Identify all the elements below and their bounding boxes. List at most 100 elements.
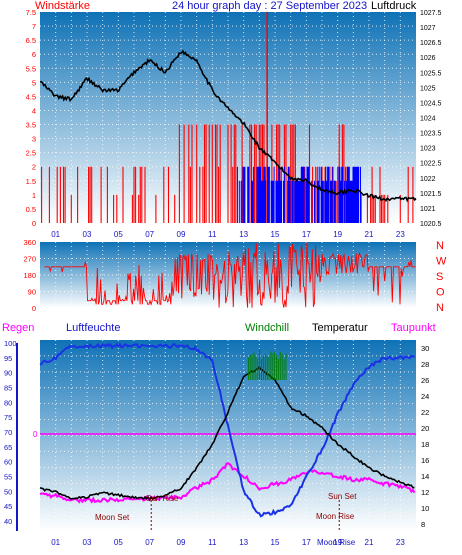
time-tick-label: 17 [302, 230, 311, 239]
wind-tick-label: 0 [32, 219, 36, 228]
time-tick-label: 21 [365, 230, 374, 239]
time-tick-label: 01 [51, 538, 60, 547]
pressure-series [39, 49, 417, 203]
pressure-tick-label: 1024.5 [420, 100, 442, 107]
panel3-grid [40, 340, 416, 531]
humidity-axis-ticks: 40 45 50 55 60 65 70 75 80 85 90 95 100 [4, 339, 18, 531]
wind-tick-label: 5 [32, 78, 36, 87]
humidity-tick-label: 60 [4, 458, 12, 467]
wind-direction-line [44, 242, 416, 308]
wind-direction-series [44, 242, 416, 308]
pressure-axis-ticks: 1020.5 1021 1021.5 1022 1022.5 1023 1023.5 1024… [420, 10, 442, 228]
time-tick-label: 17 [302, 538, 311, 547]
wind-tick-label: 2 [32, 163, 36, 172]
wind-speed-series [41, 12, 414, 223]
wind-tick-label: 0.5 [26, 205, 36, 214]
wind-tick-label: 4.5 [26, 92, 36, 101]
compass-letter: O [436, 287, 445, 299]
humidity-tick-label: 85 [4, 384, 12, 393]
wind-tick-label: 6.5 [26, 36, 36, 45]
panel-wind-pressure: 00.511.522.533.544.555.566.577.5 1020.51… [26, 0, 442, 239]
time-tick-label: 07 [145, 230, 154, 239]
pressure-tick-label: 1021.5 [420, 191, 442, 198]
wind-axis-label: Windstärke [35, 0, 90, 12]
time-tick-label: 03 [83, 230, 92, 239]
humidity-tick-label: 55 [4, 473, 12, 482]
time-tick-label: 07 [145, 538, 154, 547]
wind-tick-label: 1 [32, 191, 36, 200]
pressure-tick-label: 1024 [420, 116, 436, 123]
time-tick-label: 11 [208, 230, 217, 239]
pressure-tick-label: 1027 [420, 25, 436, 32]
temperature-tick-label: 14 [421, 472, 429, 481]
moon-rise-label: Moon Rise [316, 512, 355, 521]
humidity-tick-label: 75 [4, 413, 12, 422]
humidity-line [39, 342, 415, 518]
pressure-tick-label: 1023 [420, 146, 436, 153]
panel1-time-ticks: 01 03 05 07 09 11 13 15 17 19 21 23 [51, 230, 405, 239]
compass-letter: S [436, 271, 443, 283]
temperature-tick-label: 12 [421, 488, 429, 497]
moon-rise-bottom-label: Moon Rise [317, 538, 356, 547]
wind-tick-label: 7 [32, 22, 36, 31]
direction-tick-label: 270 [23, 255, 36, 264]
temperature-label: Temperatur [312, 322, 368, 334]
time-tick-label: 21 [365, 538, 374, 547]
time-tick-label: 15 [271, 230, 280, 239]
time-tick-label: 23 [396, 538, 405, 547]
temperature-tick-label: 28 [421, 360, 429, 369]
temperature-tick-label: 8 [421, 520, 425, 529]
temperature-axis-ticks: 8 10 12 14 16 18 20 22 24 26 28 30 [421, 344, 429, 529]
direction-tick-label: 360 [23, 238, 36, 247]
humidity-tick-label: 50 [4, 487, 12, 496]
direction-tick-label: 90 [28, 288, 36, 297]
humidity-tick-label: 45 [4, 502, 12, 511]
temperature-tick-label: 26 [421, 376, 429, 385]
wind-tick-label: 7.5 [26, 8, 36, 17]
time-tick-label: 19 [333, 230, 342, 239]
wind-tick-label: 2.5 [26, 149, 36, 158]
temperature-tick-label: 18 [421, 440, 429, 449]
rain-zero-label: 0 [33, 430, 38, 439]
pressure-line [39, 49, 417, 203]
time-tick-label: 09 [177, 230, 186, 239]
direction-tick-label: 0 [32, 304, 36, 313]
wind-average-bars [236, 166, 361, 223]
time-tick-label: 01 [51, 230, 60, 239]
humidity-tick-label: 100 [4, 339, 17, 348]
time-tick-label: 15 [271, 538, 280, 547]
time-tick-label: 09 [177, 538, 186, 547]
compass-letter: W [436, 256, 447, 268]
pressure-tick-label: 1027.5 [420, 10, 442, 17]
time-tick-label: 05 [114, 230, 123, 239]
panel3-time-ticks: 01 03 05 07 09 11 13 15 17 19 21 23 [51, 538, 405, 547]
pressure-tick-label: 1022 [420, 176, 436, 183]
dewpoint-label: Taupunkt [391, 322, 436, 334]
time-tick-label: 19 [333, 538, 342, 547]
wind-tick-label: 6 [32, 50, 36, 59]
sun-set-label: Sun Set [328, 492, 357, 501]
wind-axis-ticks: 0 0.5 1 1.5 2 2.5 3 3.5 4 4.5 5 5.5 6 6.5 7 7.5 [26, 8, 36, 228]
pressure-tick-label: 1026 [420, 55, 436, 62]
sun-rise-label: Sun Rise [146, 494, 179, 503]
temperature-tick-label: 30 [421, 344, 429, 353]
temperature-line [39, 365, 415, 501]
temp-humidity-series [39, 342, 416, 531]
humidity-tick-label: 65 [4, 443, 12, 452]
chart-title: 24 hour graph day : 27 September 2023 [172, 0, 367, 12]
direction-tick-label: 180 [23, 271, 36, 280]
time-tick-label: 05 [114, 538, 123, 547]
compass-letter: N [436, 302, 444, 314]
time-tick-label: 23 [396, 230, 405, 239]
panel-temp-humidity: 40 45 50 55 60 65 70 75 80 85 90 95 100 8 10 12 14 16 18 2… [2, 322, 436, 547]
pressure-tick-label: 1022.5 [420, 161, 442, 168]
windchill-label: Windchill [245, 322, 289, 334]
wind-tick-label: 1.5 [26, 177, 36, 186]
windchill-line [247, 348, 287, 380]
rain-label: Regen [2, 322, 34, 334]
pressure-axis-label: Luftdruck [371, 0, 417, 12]
pressure-tick-label: 1025 [420, 85, 436, 92]
direction-axis-ticks: 0 90 180 270 360 [23, 238, 36, 313]
